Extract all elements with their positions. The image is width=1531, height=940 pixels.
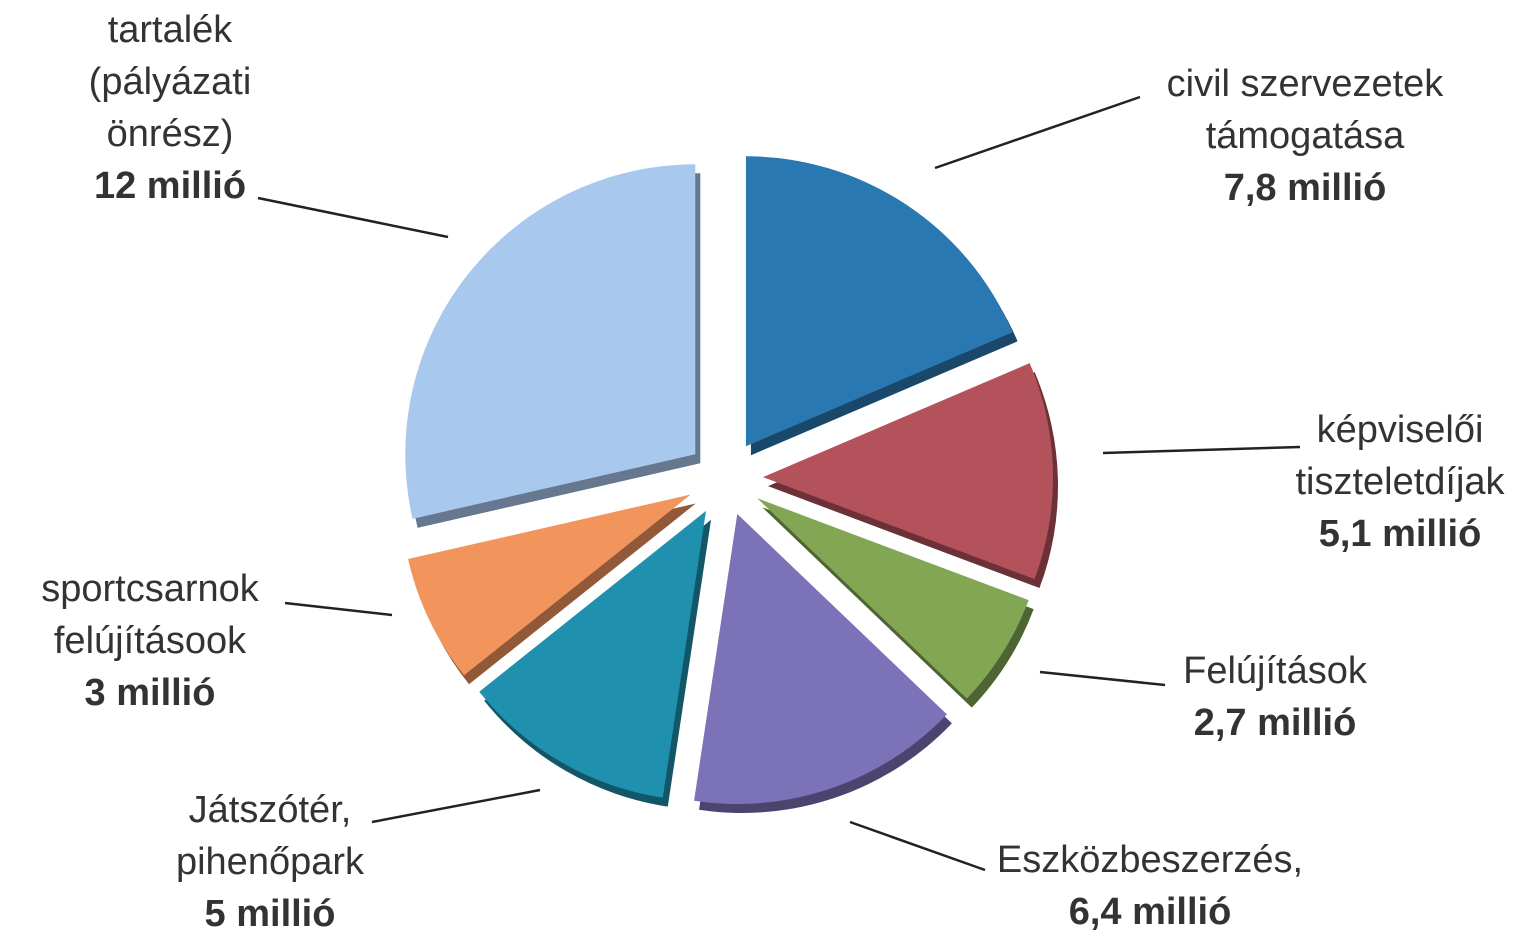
leader-line: [284, 601, 393, 617]
slice-label: sportcsarnok felújításook 3 millió: [0, 563, 300, 719]
slice: [762, 363, 1053, 580]
slice: [694, 513, 947, 804]
category-label: képviselői tiszteletdíjak: [1295, 409, 1505, 503]
category-label: Játszótér, pihenőpark: [175, 789, 365, 883]
leader-line: [1102, 445, 1301, 455]
slice: [757, 498, 1029, 699]
value-label: 3 millió: [84, 672, 216, 714]
value-label: 12 millió: [93, 165, 247, 207]
value-label: 6,4 millió: [1068, 891, 1232, 933]
slice-label: képviselői tiszteletdíjak 5,1 millió: [1265, 404, 1531, 560]
value-label: 2,7 millió: [1193, 702, 1357, 744]
slice: [405, 164, 696, 519]
value-label: 7,8 millió: [1223, 167, 1387, 209]
slice-label: civil szervezetek támogatása 7,8 millió: [1125, 58, 1485, 214]
leader-line: [1039, 670, 1166, 687]
leader-line: [849, 820, 986, 872]
category-label: tartalék (pályázati önrész): [88, 9, 252, 155]
category-label: civil szervezetek támogatása: [1166, 63, 1444, 157]
leader-line: [934, 95, 1141, 170]
slice-label: Felújítások 2,7 millió: [1135, 645, 1415, 749]
leader-line: [257, 196, 449, 239]
value-label: 5 millió: [204, 893, 336, 935]
leader-line: [371, 788, 541, 824]
slice: [479, 510, 706, 798]
category-label: Eszközbeszerzés,: [996, 839, 1304, 881]
slice: [745, 156, 1013, 447]
slice-label: tartalék (pályázati önrész) 12 millió: [65, 4, 275, 212]
slice: [408, 494, 691, 676]
category-label: sportcsarnok felújításook: [41, 568, 259, 662]
slice-label: Eszközbeszerzés, 6,4 millió: [970, 834, 1330, 938]
category-label: Felújítások: [1183, 650, 1367, 692]
value-label: 5,1 millió: [1318, 513, 1482, 555]
slice-label: Játszótér, pihenőpark 5 millió: [135, 784, 405, 940]
